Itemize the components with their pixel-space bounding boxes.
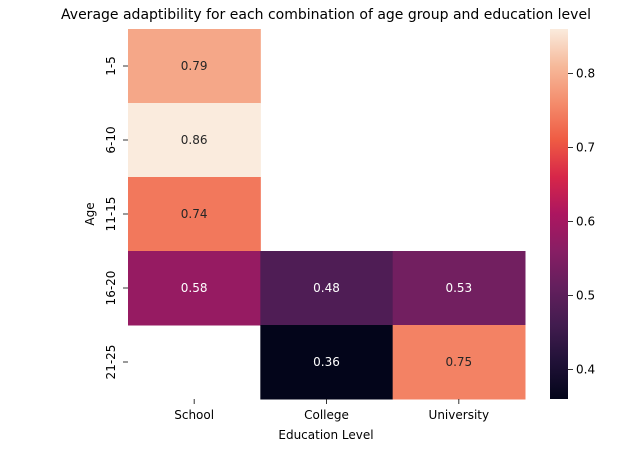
heatmap-cell xyxy=(392,251,526,326)
y-tick-label: 6-10 xyxy=(104,126,118,153)
cell-value-label: 0.48 xyxy=(313,281,340,295)
colorbar: 0.4 0.5 0.6 0.7 0.8 xyxy=(550,29,595,399)
y-tick-label: 16-20 xyxy=(104,271,118,306)
heatmap-cell xyxy=(260,251,394,326)
heatmap-cell xyxy=(128,103,261,178)
cell-value-label: 0.86 xyxy=(181,133,208,147)
cell-annotations: 0.79 0.86 0.74 0.58 0.48 0.53 0.36 0.75 xyxy=(181,59,472,369)
y-axis: 1-5 6-10 11-15 16-20 21-25 xyxy=(104,56,128,379)
cell-value-label: 0.79 xyxy=(181,59,208,73)
colorbar-tick-label: 0.6 xyxy=(576,214,595,228)
x-tick-label: University xyxy=(429,408,490,422)
cell-value-label: 0.58 xyxy=(181,281,208,295)
cell-value-label: 0.75 xyxy=(445,355,472,369)
heatmap-cell xyxy=(392,325,526,400)
colorbar-gradient xyxy=(550,29,568,399)
y-axis-label: Age xyxy=(83,202,97,225)
y-tick-label: 11-15 xyxy=(104,197,118,232)
heatmap-cell xyxy=(128,251,261,326)
x-tick-label: College xyxy=(304,408,349,422)
colorbar-tick-label: 0.4 xyxy=(576,362,595,376)
x-tick-label: School xyxy=(174,408,214,422)
cell-value-label: 0.74 xyxy=(181,207,208,221)
x-axis: School College University xyxy=(174,399,489,422)
colorbar-tick-label: 0.7 xyxy=(576,140,595,154)
heatmap-cell xyxy=(128,29,261,104)
colorbar-tick-label: 0.5 xyxy=(576,288,595,302)
heatmap-cell xyxy=(260,325,394,400)
heatmap-cells xyxy=(128,29,526,400)
colorbar-tick-label: 0.8 xyxy=(576,66,595,80)
chart-title: Average adaptibility for each combinatio… xyxy=(61,7,591,23)
x-axis-label: Education Level xyxy=(278,428,373,442)
cell-value-label: 0.36 xyxy=(313,355,340,369)
y-tick-label: 1-5 xyxy=(104,56,118,76)
heatmap-cell xyxy=(128,177,261,252)
y-tick-label: 21-25 xyxy=(104,345,118,380)
cell-value-label: 0.53 xyxy=(445,281,472,295)
